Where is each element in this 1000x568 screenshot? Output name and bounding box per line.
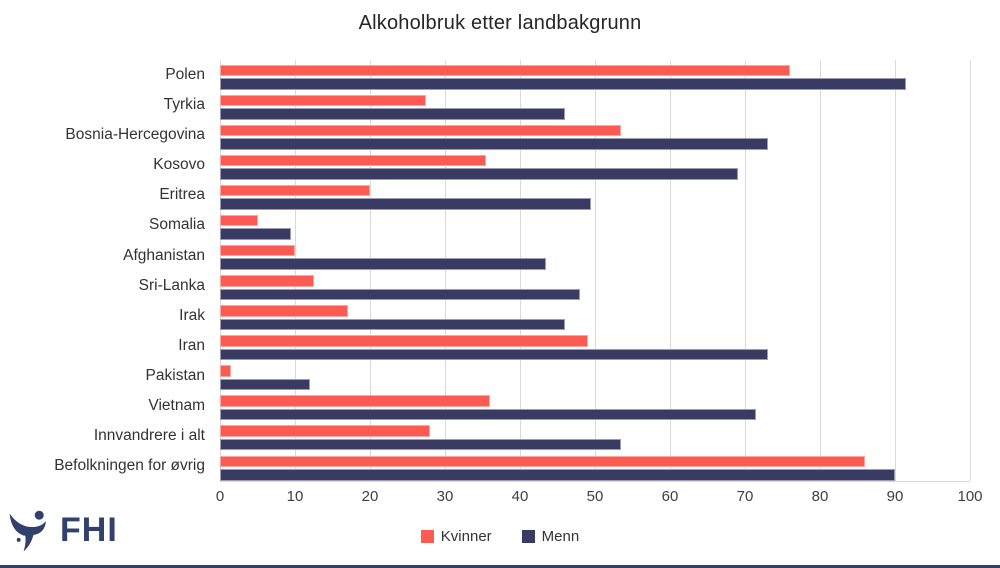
- bar-menn: [220, 469, 895, 481]
- chart-title: Alkoholbruk etter landbakgrunn: [358, 12, 642, 34]
- category-label: Befolkningen for øvrig: [54, 457, 205, 475]
- gridline: [745, 60, 746, 481]
- gridline: [445, 60, 446, 481]
- bar-kvinner: [220, 214, 258, 227]
- bar-kvinner: [220, 455, 865, 468]
- bar-row: [220, 120, 970, 150]
- bar-kvinner: [220, 154, 487, 167]
- gridline: [295, 60, 296, 481]
- legend-label: Kvinner: [440, 527, 492, 545]
- gridline: [895, 60, 896, 481]
- bar-kvinner: [220, 64, 790, 76]
- bar-menn: [220, 258, 547, 270]
- bar-menn: [220, 438, 622, 451]
- bar-row: [220, 180, 970, 210]
- bar-kvinner: [220, 305, 348, 317]
- category-label: Bosnia-Hercegovina: [65, 126, 205, 144]
- bar-menn: [220, 348, 768, 361]
- bar-row: [220, 60, 970, 90]
- fhi-logo-text: FHI: [60, 510, 118, 549]
- legend-item: Menn: [521, 527, 580, 545]
- gridline: [820, 60, 821, 481]
- x-tick-label: 10: [286, 488, 304, 505]
- bar-row: [220, 331, 970, 361]
- x-tick-label: 80: [811, 488, 829, 505]
- bar-row: [220, 451, 970, 481]
- gridline: [595, 60, 596, 481]
- bar-kvinner: [220, 275, 314, 287]
- bar-row: [220, 301, 970, 331]
- x-tick-label: 50: [586, 488, 604, 505]
- category-label: Vietnam: [148, 396, 205, 414]
- category-label: Irak: [179, 306, 205, 324]
- plot-area: [220, 60, 971, 482]
- legend: Kvinner Menn: [0, 524, 1000, 548]
- bar-kvinner: [220, 94, 427, 107]
- gridline: [670, 60, 671, 481]
- category-label: Tyrkia: [163, 96, 205, 114]
- category-label: Somalia: [149, 216, 205, 234]
- bar-menn: [220, 138, 768, 150]
- x-tick-label: 100: [957, 488, 983, 505]
- gridline: [520, 60, 521, 481]
- category-label: Kosovo: [153, 156, 205, 174]
- bar-rows: [220, 60, 970, 481]
- bar-kvinner: [220, 365, 232, 377]
- x-axis: 0 10 20 30 40 50 60 70 80 90 100: [216, 488, 983, 508]
- bar-menn: [220, 288, 580, 301]
- category-label: Iran: [178, 336, 205, 354]
- gridline: [970, 60, 971, 481]
- bar-row: [220, 240, 970, 270]
- bar-menn: [220, 228, 292, 240]
- bar-kvinner: [220, 425, 430, 437]
- bar-menn: [220, 108, 565, 120]
- bar-menn: [220, 408, 757, 421]
- category-label: Polen: [165, 66, 205, 84]
- bar-kvinner: [220, 395, 490, 407]
- x-tick-label: 70: [736, 488, 754, 505]
- x-tick-label: 20: [361, 488, 379, 505]
- x-tick-label: 40: [511, 488, 529, 505]
- bar-row: [220, 210, 970, 240]
- bar-row: [220, 271, 970, 301]
- bar-menn: [220, 198, 592, 210]
- bar-row: [220, 421, 970, 451]
- gridline: [220, 60, 221, 481]
- fhi-logo: FHI: [8, 506, 118, 554]
- legend-swatch: [521, 529, 535, 543]
- category-label: Eritrea: [159, 186, 205, 204]
- bar-row: [220, 90, 970, 120]
- bar-row: [220, 150, 970, 180]
- legend-swatch: [420, 529, 434, 543]
- bar-menn: [220, 78, 907, 90]
- x-tick-label: 30: [436, 488, 454, 505]
- legend-label: Menn: [541, 527, 580, 545]
- bar-menn: [220, 318, 565, 331]
- bar-row: [220, 361, 970, 391]
- category-axis: Polen Tyrkia Bosnia-Hercegovina Kosovo Eritr…: [0, 60, 205, 481]
- bar-kvinner: [220, 124, 622, 137]
- bar-menn: [220, 168, 738, 180]
- x-tick-label: 60: [661, 488, 679, 505]
- bar-kvinner: [220, 244, 295, 257]
- bar-row: [220, 391, 970, 421]
- x-tick-label: 0: [215, 488, 225, 505]
- category-label: Sri-Lanka: [138, 276, 205, 294]
- bottom-rule: [0, 565, 1000, 568]
- bar-kvinner: [220, 184, 370, 197]
- bar-kvinner: [220, 335, 588, 347]
- category-label: Pakistan: [145, 366, 205, 384]
- fhi-logo-icon: [9, 510, 46, 552]
- x-tick-label: 90: [886, 488, 904, 505]
- legend-item: Kvinner: [420, 527, 492, 545]
- category-label: Afghanistan: [123, 246, 205, 264]
- gridline: [370, 60, 371, 481]
- category-label: Innvandrere i alt: [93, 426, 205, 444]
- bar-menn: [220, 378, 310, 391]
